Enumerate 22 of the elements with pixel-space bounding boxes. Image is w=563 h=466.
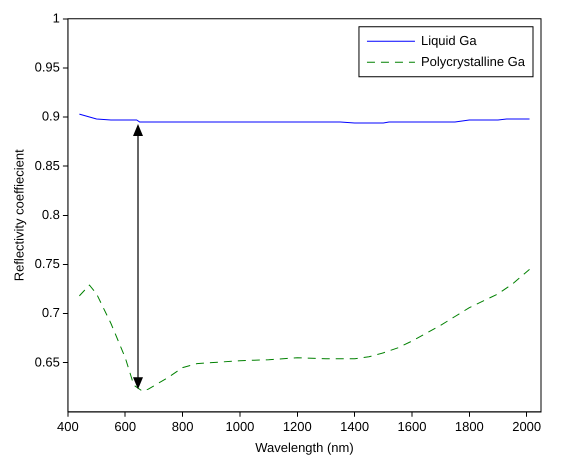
y-tick-label: 0.8 [42,206,60,222]
y-tick-label: 1 [52,10,60,26]
x-tick-label: 1800 [454,419,484,434]
x-tick-label: 800 [172,419,194,434]
y-tick-label: 0.95 [34,60,60,75]
legend-label: Liquid Ga [420,32,478,48]
x-tick-label: 2000 [512,419,542,434]
x-tick-label: 400 [57,419,79,434]
y-tick-label: 0.75 [34,256,60,272]
line-series [78,268,530,392]
legend-label: Polycrystalline Ga [420,54,526,69]
x-tick-label: 1600 [398,419,426,434]
x-tick-label: 1000 [225,419,254,434]
y-tick-label: 0.7 [42,305,60,320]
x-tick-label: 1400 [340,419,370,434]
x-tick-label: 1200 [282,419,312,434]
x-tick-label: 600 [114,419,136,434]
y-tick-label: 0.9 [42,108,60,124]
y-axis-title: Reflectivity coeffiecient [11,148,26,282]
y-tick-label: 0.65 [34,354,60,370]
x-axis-title: Wavelength (nm) [255,440,354,455]
y-tick-label: 0.85 [34,158,60,173]
